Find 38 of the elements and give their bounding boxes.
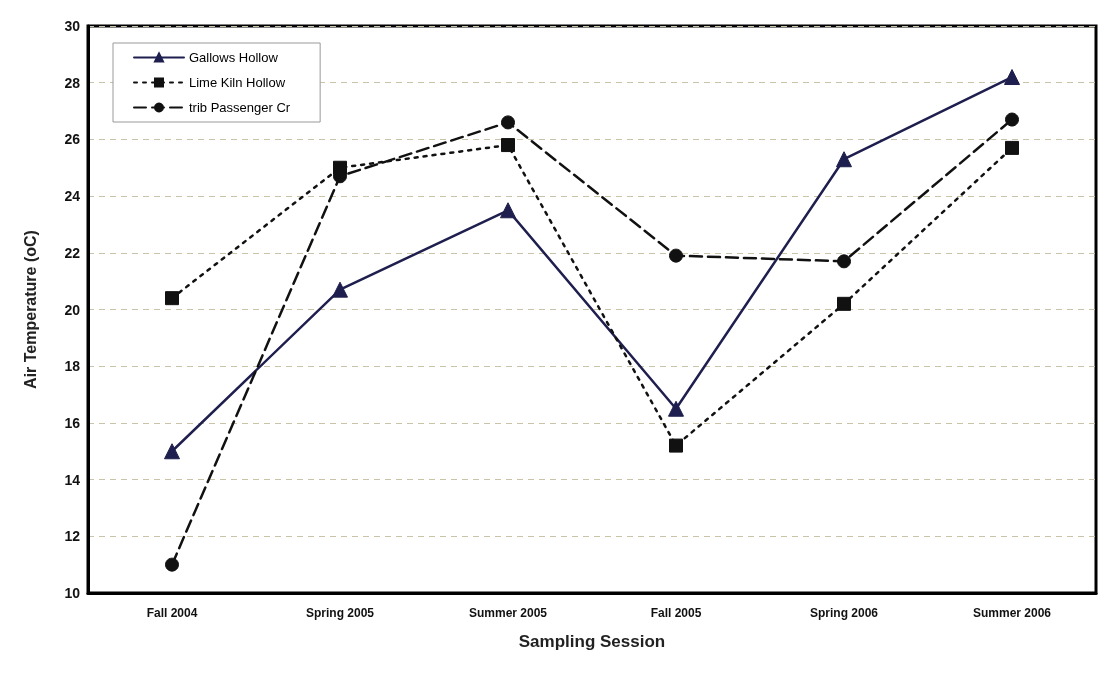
point — [1005, 140, 1019, 155]
point — [669, 248, 683, 263]
point — [837, 254, 851, 269]
y-tick-label: 26 — [64, 131, 81, 148]
point — [500, 202, 516, 219]
y-tick-label: 18 — [64, 358, 81, 375]
y-tick-label: 16 — [64, 414, 81, 431]
legend-label: Lime Kiln Hollow — [189, 75, 286, 90]
point — [669, 438, 683, 453]
legend-label: Gallows Hollow — [189, 50, 279, 65]
point — [837, 296, 851, 311]
x-tick-label: Summer 2006 — [972, 606, 1052, 620]
point — [668, 400, 684, 417]
point — [501, 115, 515, 130]
x-tick-label: Spring 2006 — [809, 606, 879, 620]
point — [165, 557, 179, 572]
x-tick-label: Fall 2004 — [146, 606, 198, 620]
y-tick-label: 28 — [64, 74, 81, 91]
x-tick-label: Fall 2005 — [650, 606, 702, 620]
x-tick-label: Spring 2005 — [305, 606, 375, 620]
point — [1004, 69, 1020, 86]
y-tick-label: 22 — [64, 244, 81, 261]
y-tick-label: 24 — [64, 188, 81, 205]
point — [501, 138, 515, 153]
x-tick-label: Summer 2005 — [468, 606, 548, 620]
point — [836, 151, 852, 168]
point — [1005, 112, 1019, 127]
y-tick-label: 30 — [64, 18, 81, 34]
legend-label: trib Passenger Cr — [189, 100, 291, 115]
y-tick-label: 10 — [64, 585, 81, 601]
point — [165, 291, 179, 306]
point — [332, 281, 348, 298]
point — [164, 443, 180, 460]
y-tick-label: 20 — [64, 301, 81, 318]
y-axis-title: Air Temperature (oC) — [21, 230, 39, 389]
y-tick-label: 14 — [64, 471, 81, 488]
x-axis-title: Sampling Session — [518, 632, 666, 651]
y-tick-label: 12 — [64, 528, 81, 545]
